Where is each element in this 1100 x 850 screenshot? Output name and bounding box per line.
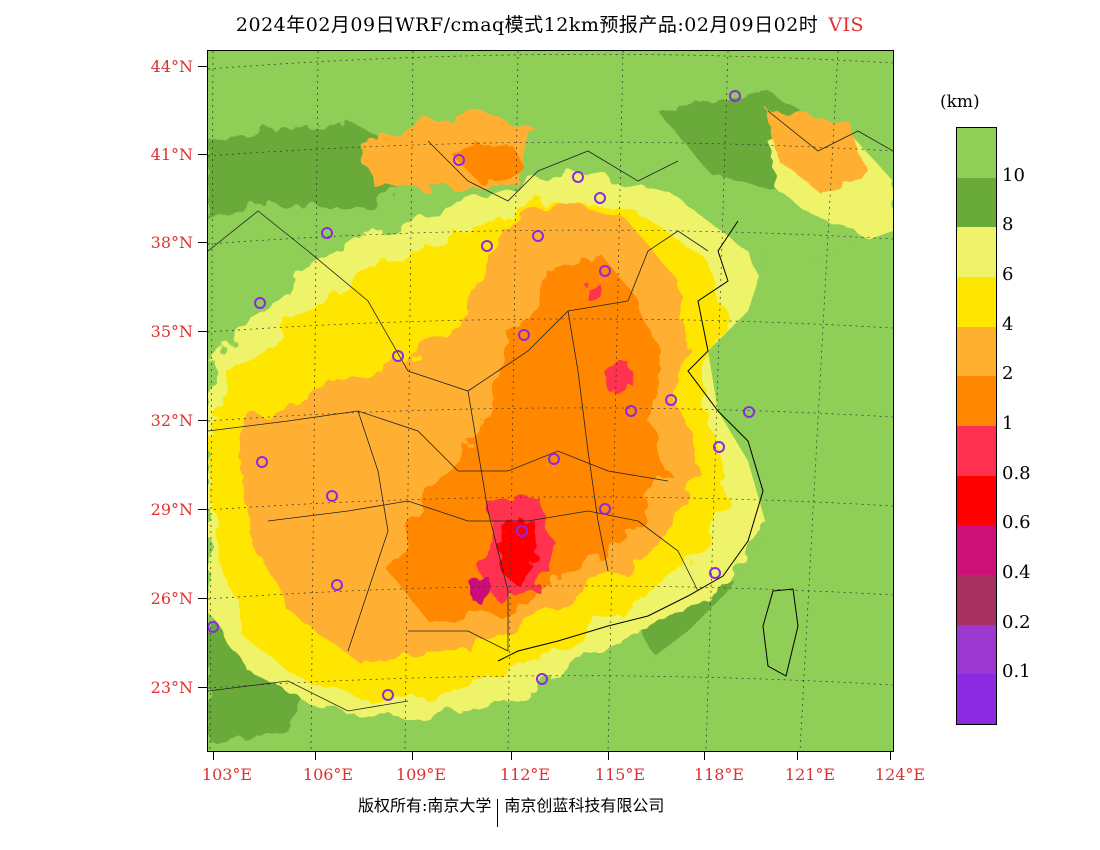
- legend-label: 0.1: [1002, 661, 1031, 683]
- lat-label-29n: 29°N: [150, 500, 193, 519]
- lon-tick: [213, 751, 214, 760]
- ocean-area: [628, 231, 893, 751]
- station-marker: [518, 329, 530, 341]
- legend-swatch: [957, 376, 996, 427]
- lon-tick: [704, 751, 705, 760]
- legend-label: 10: [1002, 164, 1025, 186]
- lat-label-41n: 41°N: [150, 145, 193, 164]
- lat-tick: [198, 66, 207, 67]
- title-variable: VIS: [828, 14, 865, 36]
- lon-label-121e: 121°E: [784, 765, 836, 784]
- legend-swatch: [957, 177, 996, 228]
- station-marker: [532, 230, 544, 242]
- station-marker: [743, 406, 755, 418]
- lon-label-115e: 115°E: [594, 765, 646, 784]
- legend-swatch: [957, 277, 996, 328]
- lat-label-38n: 38°N: [150, 233, 193, 252]
- station-marker: [536, 673, 548, 685]
- lat-label-26n: 26°N: [150, 589, 193, 608]
- graticule: [208, 51, 893, 751]
- lat-tick: [198, 420, 207, 421]
- legend-label: 0.2: [1002, 611, 1031, 633]
- legend-label: 4: [1002, 313, 1014, 335]
- station-marker: [326, 490, 338, 502]
- legend-swatch: [957, 326, 996, 377]
- legend-swatch: [957, 525, 996, 576]
- lat-label-32n: 32°N: [150, 411, 193, 430]
- lon-label-118e: 118°E: [693, 765, 745, 784]
- legend-label: 1: [1002, 413, 1014, 434]
- legend-label: 6: [1002, 264, 1014, 285]
- lon-tick: [511, 751, 512, 760]
- legend-unit: (km): [940, 92, 980, 112]
- legend-label: 0.4: [1002, 562, 1031, 583]
- station-marker: [453, 154, 465, 166]
- lat-label-44n: 44°N: [150, 57, 193, 76]
- station-marker: [481, 240, 493, 252]
- visibility-low-areas: [468, 283, 633, 601]
- station-marker: [392, 350, 404, 362]
- station-marker: [665, 394, 677, 406]
- legend-label: 0.6: [1002, 512, 1031, 534]
- station-marker: [256, 456, 268, 468]
- lat-tick: [198, 687, 207, 688]
- station-marker: [548, 453, 560, 465]
- station-marker: [208, 621, 219, 633]
- map-canvas: [208, 51, 893, 751]
- province-borders: [208, 110, 893, 712]
- lon-tick: [315, 751, 316, 760]
- lat-tick: [198, 598, 207, 599]
- station-marker: [599, 265, 611, 277]
- lon-label-112e: 112°E: [499, 765, 551, 784]
- station-marker: [625, 405, 637, 417]
- legend-label: 8: [1002, 214, 1014, 236]
- station-marker: [709, 567, 721, 579]
- station-marker: [713, 441, 725, 453]
- station-marker: [321, 227, 333, 239]
- lon-tick: [797, 751, 798, 760]
- station-marker: [729, 90, 741, 102]
- station-marker: [331, 579, 343, 591]
- title-main: 2024年02月09日WRF/cmaq模式12km预报产品:02月09日02时: [235, 14, 819, 36]
- legend-swatch: [957, 128, 996, 179]
- legend-swatch: [957, 426, 996, 477]
- station-marker: [254, 297, 266, 309]
- color-legend: [956, 127, 997, 725]
- copyright-text: 版权所有:南京大学: [358, 796, 492, 815]
- lon-label-109e: 109°E: [395, 765, 447, 784]
- legend-swatch: [957, 674, 996, 725]
- station-marker: [599, 503, 611, 515]
- station-marker: [382, 689, 394, 701]
- legend-swatch: [957, 624, 996, 675]
- lat-tick: [198, 242, 207, 243]
- legend-label: 0.8: [1002, 462, 1031, 484]
- legend-swatch: [957, 475, 996, 526]
- lat-tick: [198, 509, 207, 510]
- company-text: 南京创蓝科技有限公司: [504, 796, 665, 815]
- station-markers: [208, 90, 755, 701]
- station-marker: [572, 171, 584, 183]
- footer-separator: [497, 798, 499, 827]
- lon-tick: [608, 751, 609, 760]
- lat-tick: [198, 331, 207, 332]
- visibility-1km-areas: [388, 141, 668, 621]
- lon-label-124e: 124°E: [874, 765, 926, 784]
- legend-swatch: [957, 575, 996, 626]
- map-title: 2024年02月09日WRF/cmaq模式12km预报产品:02月09日02时 V…: [0, 10, 1100, 37]
- coastline: [497, 220, 764, 662]
- taiwan-outline: [762, 588, 799, 677]
- lon-label-103e: 103°E: [201, 765, 253, 784]
- station-marker: [516, 525, 528, 537]
- legend-swatch: [957, 227, 996, 278]
- lat-label-35n: 35°N: [150, 322, 193, 341]
- lon-label-106e: 106°E: [302, 765, 354, 784]
- station-marker: [594, 192, 606, 204]
- lon-tick: [412, 751, 413, 760]
- footer: 版权所有:南京大学 南京创蓝科技有限公司: [358, 792, 665, 827]
- lat-label-23n: 23°N: [150, 678, 193, 697]
- lat-tick: [198, 154, 207, 155]
- lon-tick: [890, 751, 891, 760]
- visibility-map: [207, 50, 894, 752]
- legend-label: 2: [1002, 363, 1014, 385]
